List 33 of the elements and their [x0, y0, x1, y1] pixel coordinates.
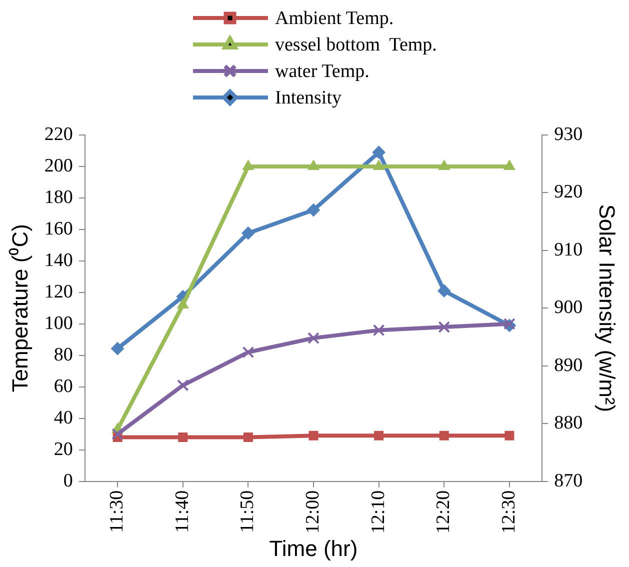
- y-tick-label: 80: [54, 344, 73, 366]
- y-axis-title: Temperature (⁰C): [7, 224, 32, 392]
- y2-axis-title: Solar Intensity (w/m²): [594, 204, 620, 412]
- y2-tick-label: 870: [554, 470, 583, 492]
- y-tick-label: 100: [44, 312, 73, 334]
- y2-tick-label: 920: [554, 182, 583, 203]
- legend-label: Intensity: [275, 87, 342, 108]
- x-tick-label: 12:30: [498, 490, 520, 534]
- x-tick-label: 11:50: [237, 490, 258, 533]
- legend-label: vessel bottom Temp.: [275, 34, 437, 56]
- x-tick-label: 12:00: [302, 490, 324, 534]
- y2-tick-label: 910: [554, 239, 583, 260]
- y2-tick-label: 900: [554, 297, 583, 318]
- y-tick-label: 40: [54, 407, 73, 428]
- legend-label: Ambient Temp.: [275, 8, 394, 29]
- y2-tick-label: 880: [554, 412, 583, 434]
- x-axis-title: Time (hr): [269, 536, 358, 561]
- y-tick-label: 220: [44, 124, 73, 145]
- y2-tick-label: 930: [554, 124, 583, 145]
- y-tick-label: 200: [44, 155, 73, 176]
- y-tick-label: 180: [44, 186, 73, 208]
- y-tick-label: 60: [54, 376, 73, 397]
- y2-tick-label: 890: [554, 354, 583, 376]
- x-tick-label: 11:40: [172, 490, 193, 533]
- legend-label: water Temp.: [275, 60, 370, 82]
- y-tick-label: 0: [63, 470, 73, 492]
- x-tick-label: 12:10: [368, 490, 389, 534]
- x-tick-label: 11:30: [106, 490, 128, 533]
- y-tick-label: 20: [54, 438, 73, 460]
- y-tick-label: 120: [44, 281, 73, 302]
- y-tick-label: 140: [44, 250, 73, 271]
- y-tick-label: 160: [44, 218, 73, 240]
- x-tick-label: 12:20: [433, 490, 454, 534]
